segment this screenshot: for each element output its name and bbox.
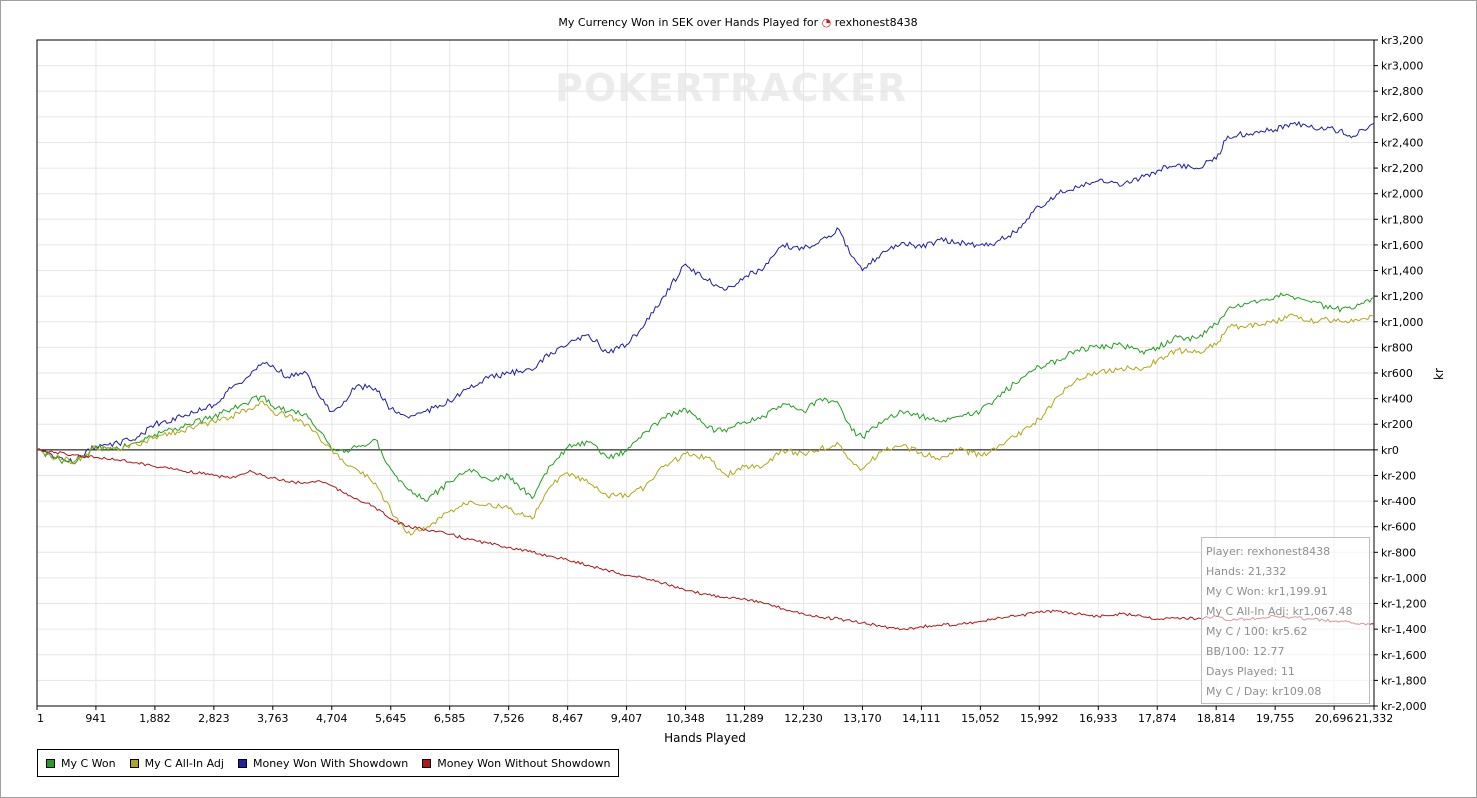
x-tick-label: 20,696 [1315, 712, 1354, 725]
series-line-money-won-without-showdown [36, 448, 1375, 631]
y-tick-label: kr1,800 [1381, 213, 1423, 226]
y-tick-label: kr600 [1381, 367, 1413, 380]
x-tick-label: 9,407 [611, 712, 643, 725]
legend-item-with-showdown[interactable]: Money Won With Showdown [237, 756, 409, 770]
chart-title-player: rexhonest8438 [835, 16, 918, 29]
watermark-logo: POKERTRACKER [555, 66, 908, 110]
x-tick-label: 6,585 [434, 712, 466, 725]
x-tick-label: 21,332 [1355, 712, 1394, 725]
chart-title-text: My Currency Won in SEK over Hands Played… [558, 16, 818, 29]
series-line-my-c-all-in-adj [36, 313, 1375, 536]
player-icon: ◔ [822, 16, 835, 29]
x-tick-label: 12,230 [784, 712, 823, 725]
y-tick-label: kr2,800 [1381, 85, 1423, 98]
y-tick-label: kr1,000 [1381, 316, 1423, 329]
x-tick-label: 15,992 [1020, 712, 1059, 725]
x-tick-label: 1,882 [139, 712, 171, 725]
x-tick-label: 1 [37, 712, 44, 725]
x-tick-label: 15,052 [961, 712, 1000, 725]
legend-swatch [129, 758, 139, 768]
info-bb-100: BB/100: 12.77 [1206, 645, 1285, 658]
y-tick-label: kr200 [1381, 418, 1413, 431]
x-tick-label: 8,467 [552, 712, 584, 725]
x-tick-label: 7,526 [493, 712, 525, 725]
info-per-day: My C / Day: kr109.08 [1206, 685, 1322, 698]
x-tick-label: 18,814 [1197, 712, 1236, 725]
info-per-100: My C / 100: kr5.62 [1206, 625, 1308, 638]
legend-swatch [46, 758, 55, 768]
y-tick-label: kr1,400 [1381, 265, 1423, 278]
x-tick-label: 2,823 [198, 712, 230, 725]
y-tick-label: kr0 [1381, 444, 1399, 457]
legend-label: Money Won Without Showdown [437, 756, 611, 770]
x-tick-label: 14,111 [902, 712, 941, 725]
legend-swatch [237, 758, 247, 768]
y-tick-label: kr-1,600 [1381, 649, 1427, 662]
y-tick-label: kr2,400 [1381, 136, 1423, 149]
y-tick-label: kr1,200 [1381, 290, 1423, 303]
x-tick-label: 11,289 [725, 712, 764, 725]
y-tick-label: kr2,000 [1381, 188, 1423, 201]
y-tick-label: kr3,200 [1381, 34, 1423, 47]
y-tick-label: kr-600 [1381, 521, 1416, 534]
legend-item-all-in-adj[interactable]: My C All-In Adj [129, 756, 224, 770]
y-tick-label: kr800 [1381, 341, 1413, 354]
y-tick-label: kr3,000 [1381, 60, 1423, 73]
y-tick-label: kr-1,400 [1381, 623, 1427, 636]
y-tick-label: kr-200 [1381, 469, 1416, 482]
x-tick-label: 941 [85, 712, 106, 725]
x-tick-label: 17,874 [1138, 712, 1177, 725]
x-tick-label: 5,645 [375, 712, 407, 725]
x-tick-label: 19,755 [1256, 712, 1295, 725]
y-tick-label: kr-1,800 [1381, 674, 1427, 687]
legend-item-without-showdown[interactable]: Money Won Without Showdown [422, 757, 610, 770]
legend-label: My C All-In Adj [144, 756, 224, 770]
info-player: Player: rexhonest8438 [1206, 545, 1331, 558]
info-hands: Hands: 21,332 [1206, 565, 1287, 578]
y-tick-label: kr-400 [1381, 495, 1416, 508]
grid-lines [36, 39, 1375, 707]
y-tick-label: kr2,200 [1381, 162, 1423, 175]
x-tick-label: 16,933 [1079, 712, 1118, 725]
legend-swatch [422, 758, 432, 768]
info-allin-adj: My C All-In Adj: kr1,067.48 [1206, 605, 1353, 618]
info-days: Days Played: 11 [1206, 665, 1295, 678]
legend-label: Money Won With Showdown [252, 756, 409, 770]
series-lines [36, 120, 1375, 631]
x-tick-label: 4,704 [316, 712, 348, 725]
y-tick-label: kr-1,000 [1381, 572, 1427, 585]
x-tick-label: 10,348 [666, 712, 705, 725]
y-axis-label: kr [1432, 368, 1446, 380]
x-axis-label: Hands Played [664, 731, 746, 745]
chart-legend: My C Won My C All-In Adj Money Won With … [37, 749, 620, 777]
x-axis-ticks: 1 941 1,882 2,823 3,763 4,704 5,645 6,585 7,526 8… [36, 706, 1394, 725]
series-line-my-c-won [36, 292, 1375, 502]
info-won: My C Won: kr1,199.91 [1206, 585, 1328, 598]
legend-item-my-c-won[interactable]: My C Won [46, 757, 116, 770]
y-tick-label: kr2,600 [1381, 111, 1423, 124]
y-axis-ticks: kr3,200 kr3,000 kr2,800 kr2,600 kr2,400 kr2,2… [1374, 34, 1427, 713]
y-tick-label: kr-2,000 [1381, 700, 1427, 713]
stats-info-box: Player: rexhonest8438 Hands: 21,332 My C… [1201, 537, 1370, 704]
x-tick-label: 3,763 [257, 712, 289, 725]
series-line-money-won-with-showdown [36, 120, 1375, 465]
y-tick-label: kr400 [1381, 393, 1413, 406]
y-tick-label: kr1,600 [1381, 239, 1423, 252]
legend-label: My C Won [61, 756, 116, 770]
y-tick-label: kr-800 [1381, 546, 1416, 559]
x-tick-label: 13,170 [843, 712, 882, 725]
y-tick-label: kr-1,200 [1381, 598, 1427, 611]
chart-title: My Currency Won in SEK over Hands Played… [558, 16, 917, 29]
